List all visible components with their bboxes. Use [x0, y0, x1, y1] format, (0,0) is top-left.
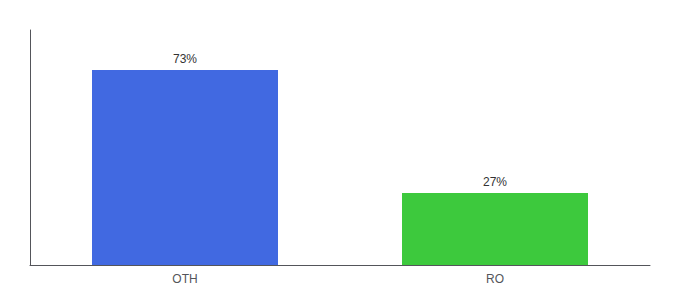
svg-text:27%: 27%: [483, 175, 507, 189]
svg-text:RO: RO: [486, 272, 504, 286]
svg-text:OTH: OTH: [172, 272, 197, 286]
svg-text:73%: 73%: [173, 52, 197, 66]
